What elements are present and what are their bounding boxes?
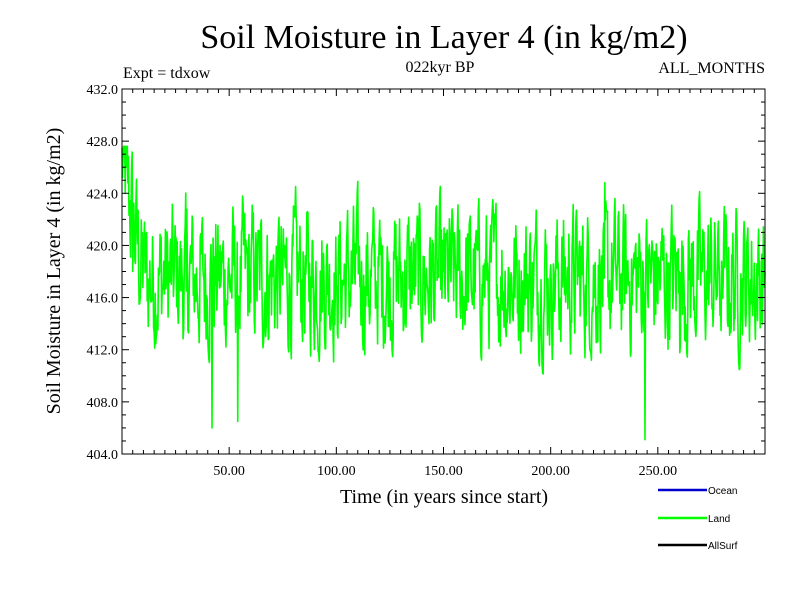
y-tick-label: 412.0 bbox=[87, 344, 119, 359]
legend-item-allsurf: AllSurf bbox=[658, 541, 738, 552]
x-tick-label: 250.00 bbox=[639, 464, 678, 479]
y-tick-label: 420.0 bbox=[87, 239, 119, 254]
legend-item-ocean: Ocean bbox=[658, 486, 737, 497]
y-tick-label: 408.0 bbox=[87, 396, 119, 411]
y-tick-label: 416.0 bbox=[87, 292, 119, 307]
x-tick-label: 150.00 bbox=[424, 464, 463, 479]
y-tick-label: 432.0 bbox=[87, 83, 119, 98]
x-tick-label: 50.00 bbox=[213, 464, 245, 479]
legend-item-land: Land bbox=[658, 514, 730, 525]
x-tick-label: 100.00 bbox=[317, 464, 356, 479]
months-label: ALL_MONTHS bbox=[658, 60, 765, 77]
y-tick-label: 424.0 bbox=[87, 187, 119, 202]
legend: Ocean Land AllSurf bbox=[658, 486, 738, 552]
period-label: 022kyr BP bbox=[406, 59, 475, 76]
y-axis-label: Soil Moisture in Layer 4 (in kg/m2) bbox=[43, 128, 65, 415]
x-tick-label: 200.00 bbox=[531, 464, 570, 479]
legend-label: AllSurf bbox=[708, 541, 738, 552]
axis-layer: 404.0 408.0 412.0 416.0 420.0 424.0 428.0 432.0… bbox=[87, 83, 765, 479]
y-tick-label: 428.0 bbox=[87, 135, 119, 150]
legend-label: Land bbox=[708, 514, 730, 525]
legend-label: Ocean bbox=[708, 486, 737, 497]
y-tick-label: 404.0 bbox=[87, 448, 119, 463]
x-axis-label: Time (in years since start) bbox=[340, 486, 548, 508]
series-layer bbox=[121, 145, 766, 441]
experiment-label: Expt = tdxow bbox=[123, 65, 211, 82]
chart-title: Soil Moisture in Layer 4 (in kg/m2) bbox=[200, 19, 687, 56]
series-line-land bbox=[121, 145, 766, 441]
